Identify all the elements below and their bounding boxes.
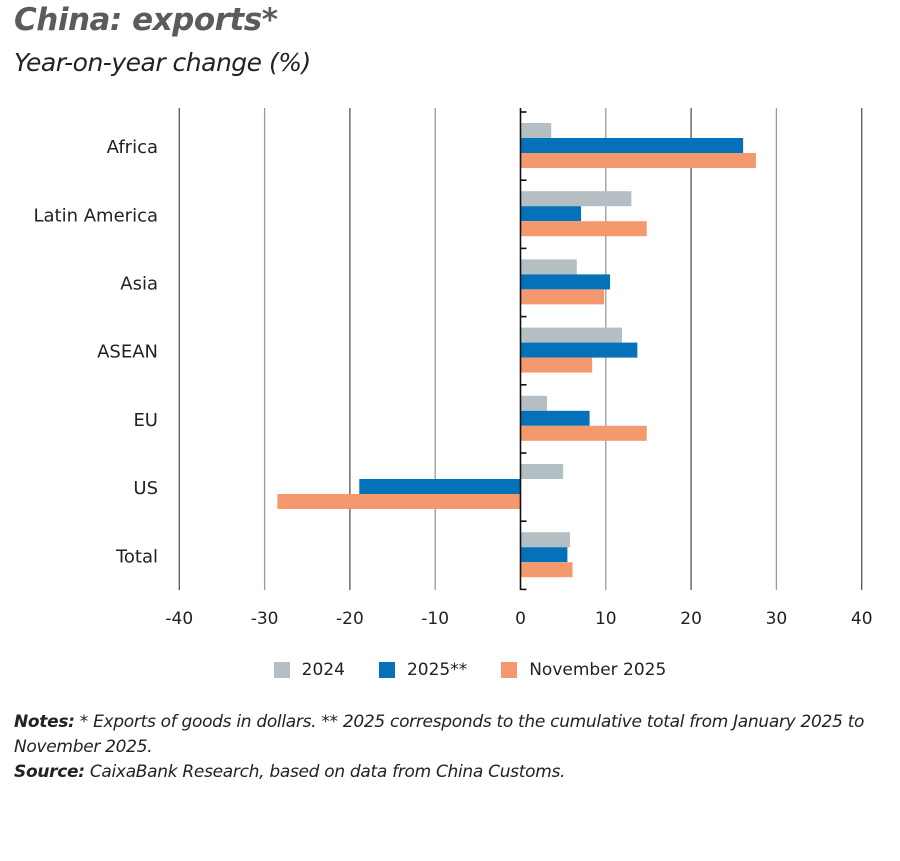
source-line: Source: CaixaBank Research, based on dat… bbox=[14, 760, 874, 785]
notes-block: Notes: * Exports of goods in dollars. **… bbox=[14, 710, 874, 785]
legend-swatch bbox=[378, 662, 395, 678]
bar-2025- bbox=[520, 547, 568, 563]
x-tick-label: 30 bbox=[766, 609, 788, 629]
legend-swatch bbox=[273, 662, 290, 678]
bar-2025- bbox=[520, 342, 638, 358]
bar-november-2025 bbox=[520, 425, 647, 441]
y-category-label: ASEAN bbox=[97, 342, 158, 363]
y-category-label: Africa bbox=[107, 137, 158, 158]
notes-label: Notes: bbox=[14, 712, 75, 732]
y-category-label: Total bbox=[115, 546, 158, 567]
bar-november-2025 bbox=[277, 494, 521, 509]
y-category-label: EU bbox=[133, 410, 158, 431]
x-tick-label: 20 bbox=[680, 609, 702, 629]
bar-november-2025 bbox=[520, 153, 756, 168]
bar-november-2025 bbox=[520, 289, 605, 305]
legend: 2024 2025** November 2025 bbox=[0, 660, 900, 680]
x-tick-label: -30 bbox=[251, 609, 279, 629]
x-tick-label: 0 bbox=[515, 609, 526, 629]
x-tick-label: -20 bbox=[336, 609, 364, 629]
bar-2025- bbox=[520, 274, 611, 290]
bar-2025- bbox=[520, 206, 582, 222]
x-tick-label: 40 bbox=[851, 609, 873, 629]
x-tick-label: -40 bbox=[165, 609, 193, 629]
legend-label: November 2025 bbox=[529, 660, 667, 680]
bar-2024 bbox=[520, 327, 623, 343]
bar-2025- bbox=[520, 410, 590, 426]
source-text: CaixaBank Research, based on data from C… bbox=[84, 762, 566, 782]
y-category-label: US bbox=[133, 478, 158, 499]
bar-2025- bbox=[359, 479, 521, 494]
bar-2024 bbox=[520, 191, 632, 207]
source-label: Source: bbox=[14, 762, 85, 782]
legend-item-2025: 2025** bbox=[378, 660, 468, 680]
bar-2024 bbox=[520, 532, 570, 548]
bar-2024 bbox=[520, 395, 547, 411]
legend-label: 2024 bbox=[301, 660, 345, 680]
legend-label: 2025** bbox=[406, 660, 468, 680]
notes-line: Notes: * Exports of goods in dollars. **… bbox=[14, 710, 874, 760]
y-category-label: Asia bbox=[120, 274, 158, 295]
bar-november-2025 bbox=[520, 221, 647, 237]
bar-2024 bbox=[520, 123, 552, 138]
x-tick-label: -10 bbox=[421, 609, 449, 629]
chart-title: China: exports* bbox=[14, 2, 278, 38]
y-category-label: Latin America bbox=[34, 205, 159, 226]
chart-subtitle: Year-on-year change (%) bbox=[14, 48, 311, 77]
bar-chart: -40 -30 -20 -10 0 10 20 30 40 Africa Latin America… bbox=[34, 108, 873, 629]
notes-text: * Exports of goods in dollars. ** 2025 c… bbox=[14, 712, 865, 757]
legend-item-nov-2025: November 2025 bbox=[501, 660, 666, 680]
legend-item-2024: 2024 bbox=[273, 660, 345, 680]
bar-2024 bbox=[520, 259, 577, 275]
bar-2024 bbox=[520, 464, 564, 479]
bar-november-2025 bbox=[520, 562, 573, 578]
legend-swatch bbox=[501, 662, 518, 678]
bar-november-2025 bbox=[520, 357, 593, 373]
bar-2025- bbox=[520, 138, 744, 153]
x-tick-label: 10 bbox=[595, 609, 617, 629]
